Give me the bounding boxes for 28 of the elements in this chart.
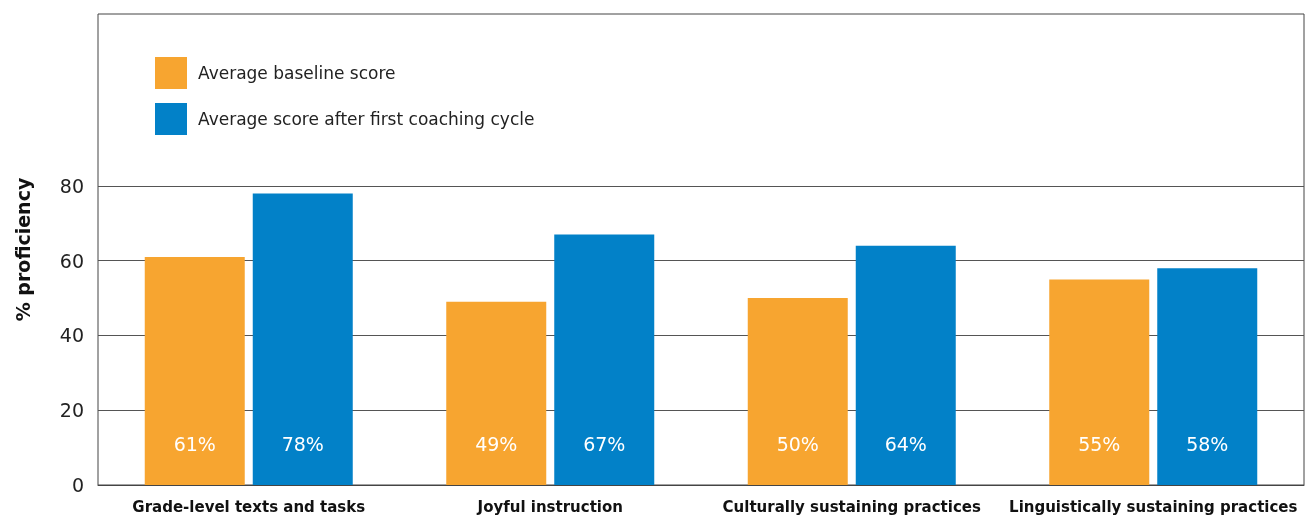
x-tick-label: Grade-level texts and tasks — [132, 497, 366, 516]
y-tick-label: 0 — [71, 474, 84, 496]
bar — [855, 245, 956, 485]
x-tick-label: Linguistically sustaining practices — [1009, 497, 1298, 516]
bar — [554, 234, 655, 485]
x-tick-label: Culturally sustaining practices — [722, 497, 981, 516]
data-label: 49% — [475, 432, 518, 455]
y-tick-label: 80 — [59, 174, 84, 197]
bar — [252, 193, 353, 485]
legend-label: Average baseline score — [198, 63, 396, 83]
data-label: 50% — [776, 432, 819, 455]
data-label: 67% — [583, 432, 626, 455]
data-label: 78% — [281, 432, 324, 455]
bar — [1157, 268, 1258, 485]
data-label: 58% — [1186, 432, 1229, 455]
y-tick-label: 40 — [59, 324, 84, 347]
bar — [1049, 279, 1150, 485]
y-tick-label: 60 — [59, 249, 84, 272]
y-axis-title: % proficiency — [11, 177, 34, 322]
y-tick-label: 20 — [59, 399, 84, 422]
data-label: 55% — [1078, 432, 1121, 455]
bar — [747, 298, 848, 485]
data-label: 64% — [884, 432, 927, 455]
legend-label: Average score after first coaching cycle — [198, 109, 535, 129]
data-label: 61% — [173, 432, 216, 455]
bar — [144, 256, 245, 485]
bar — [446, 301, 547, 485]
x-tick-label: Joyful instruction — [476, 497, 623, 516]
